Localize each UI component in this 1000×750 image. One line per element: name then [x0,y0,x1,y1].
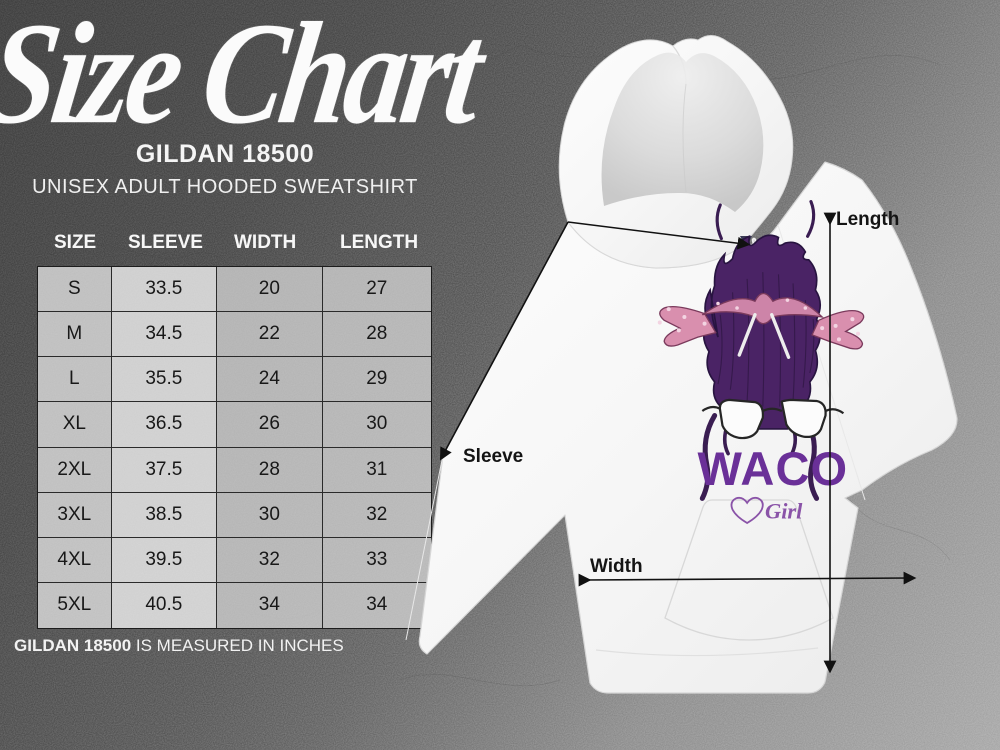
svg-text:Length: Length [836,209,899,230]
svg-text:Width: Width [590,556,643,577]
svg-text:WACO: WACO [697,442,848,495]
svg-text:Sleeve: Sleeve [463,446,523,467]
svg-text:Girl: Girl [765,499,803,524]
